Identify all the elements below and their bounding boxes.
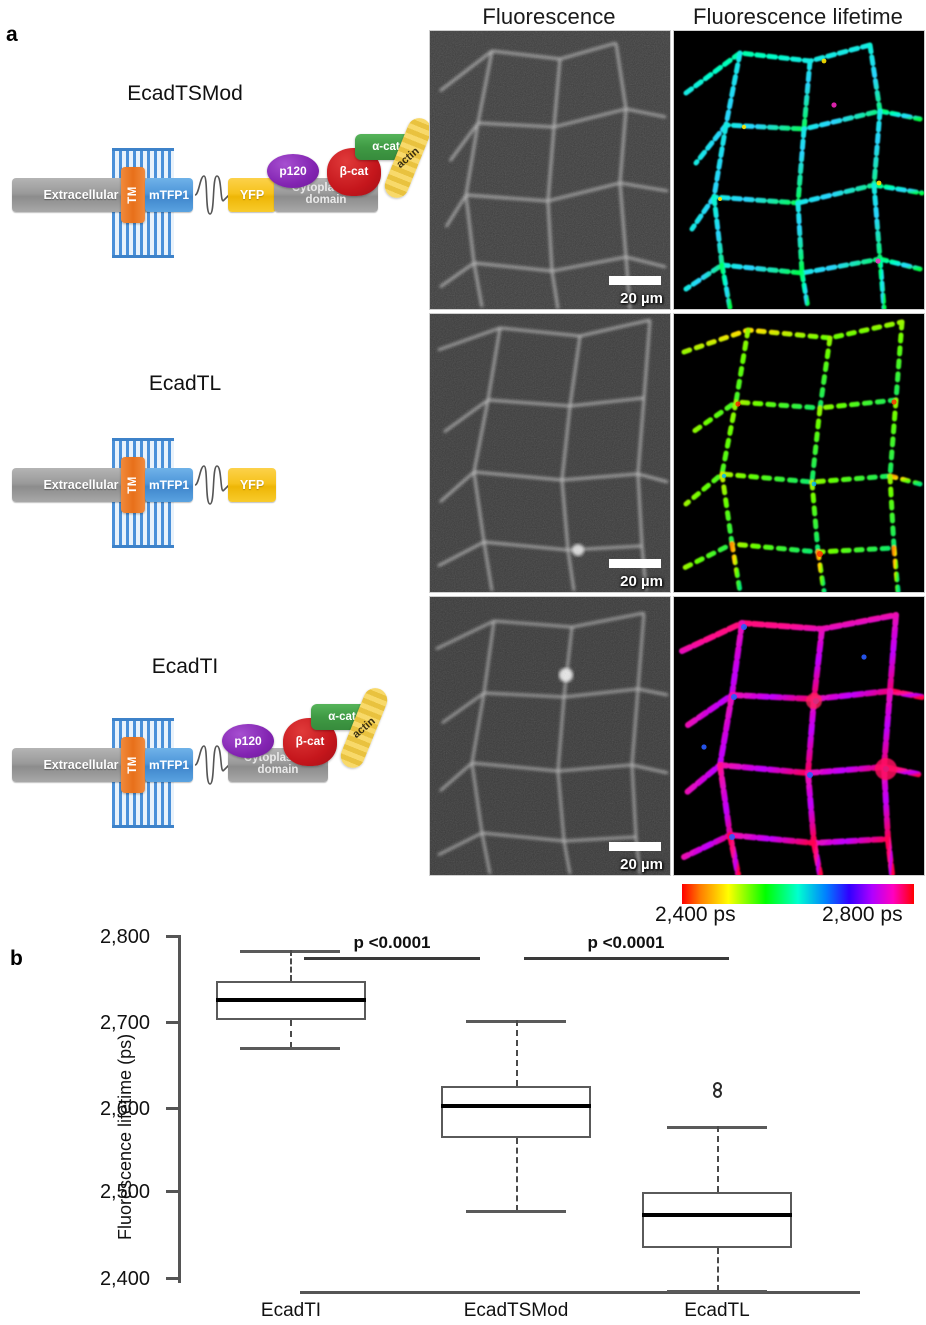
significance-label-1: p <0.0001 <box>353 933 431 952</box>
colorbar-min-label: 2,400 ps <box>655 903 736 926</box>
median-line <box>441 1104 591 1108</box>
y-tick-mark-2700 <box>166 1021 179 1024</box>
mtfp1-label: mTFP1 <box>148 758 189 772</box>
whisker-lower <box>516 1138 518 1211</box>
y-tick-2800: 2,800 <box>99 926 150 948</box>
column-header-fluorescence-lifetime: Fluorescence lifetime <box>693 4 903 29</box>
mtfp1-domain: mTFP1 <box>145 178 193 212</box>
significance-bar-1 <box>304 957 480 960</box>
whisker-cap-lower <box>240 1047 340 1050</box>
fluorescence-image-ecadtl: 20 µm <box>429 313 671 593</box>
whisker-cap-lower <box>667 1290 767 1293</box>
median-line <box>642 1213 792 1217</box>
mtfp1-label: mTFP1 <box>148 478 189 492</box>
linker-spring-icon <box>194 465 230 505</box>
mtfp1-domain: mTFP1 <box>145 748 193 782</box>
y-tick-mark-2400 <box>166 1277 179 1280</box>
linker-spring-icon <box>194 745 230 785</box>
whisker-lower <box>717 1248 719 1291</box>
p120-protein: p120 <box>267 154 319 188</box>
extracellular-label: Extracellular <box>43 758 119 772</box>
column-header-fluorescence: Fluorescence <box>482 4 616 29</box>
beta-cat-label: β-cat <box>339 164 369 178</box>
colorbar-max-label: 2,800 ps <box>822 903 903 926</box>
y-tick-mark-2800 <box>166 935 179 938</box>
tm-label: TM <box>127 756 139 774</box>
mtfp1-domain: mTFP1 <box>145 468 193 502</box>
y-tick-2500: 2,500 <box>99 1181 150 1203</box>
y-tick-mark-2500 <box>166 1190 179 1193</box>
alpha-cat-label: α-cat <box>372 141 400 153</box>
x-tick-ecadtl: EcadTL <box>684 1300 750 1321</box>
whisker-upper <box>717 1126 719 1192</box>
box-iqr <box>441 1086 591 1138</box>
whisker-cap-lower <box>466 1210 566 1213</box>
scale-bar-label: 20 µm <box>620 856 663 873</box>
panel-a: a Fluorescence Fluorescence lifetime Eca… <box>0 4 925 926</box>
scale-bar <box>609 276 661 285</box>
yfp-label: YFP <box>239 478 265 492</box>
y-axis-line <box>178 935 181 1283</box>
yfp-domain: YFP <box>228 468 276 502</box>
y-axis-label: Fluorescence lifetime (ps) <box>115 1033 135 1240</box>
whisker-upper <box>516 1020 518 1086</box>
outlier-point <box>713 1089 722 1098</box>
flim-image-ecadtsmod <box>673 30 925 310</box>
alpha-cat-label: α-cat <box>328 711 356 723</box>
schematic-ecadti: Extracellular TM mTFP1 Cytoplasmic domai… <box>0 684 429 830</box>
transmembrane-domain: TM <box>121 457 145 513</box>
construct-label-ecadti: EcadTI <box>151 655 219 678</box>
schematic-ecadtsmod: Extracellular TM mTFP1 YFP Cytoplasmic d… <box>0 114 435 260</box>
flim-image-ecadti <box>673 596 925 876</box>
extracellular-label: Extracellular <box>43 478 119 492</box>
x-tick-ecadtsmod: EcadTSMod <box>463 1300 569 1321</box>
significance-bar-2 <box>524 957 729 960</box>
panel-b-letter: b <box>10 947 23 970</box>
x-axis-line <box>300 1291 860 1294</box>
schematic-ecadtl: Extracellular TM mTFP1 YFP <box>0 420 429 548</box>
median-line <box>216 998 366 1002</box>
fluorescence-image-ecadtsmod: 20 µm <box>429 30 671 310</box>
yfp-domain: YFP <box>228 178 276 212</box>
transmembrane-domain: TM <box>121 167 145 223</box>
mtfp1-label: mTFP1 <box>148 188 189 202</box>
construct-label-ecadtl: EcadTL <box>148 372 222 395</box>
lipid-membrane <box>112 148 174 258</box>
tm-label: TM <box>127 186 139 204</box>
y-tick-mark-2600 <box>166 1107 179 1110</box>
transmembrane-domain: TM <box>121 737 145 793</box>
yfp-label: YFP <box>239 188 265 202</box>
box-iqr <box>642 1192 792 1248</box>
whisker-lower <box>290 1020 292 1048</box>
construct-label-ecadtsmod: EcadTSMod <box>127 82 243 105</box>
lifetime-colorbar <box>682 884 914 904</box>
whisker-upper <box>290 950 292 981</box>
panel-b: b Fluorescence lifetime (ps) 2,800 2,700… <box>0 926 926 1325</box>
p120-label: p120 <box>234 734 262 748</box>
y-tick-2400: 2,400 <box>99 1268 150 1290</box>
scale-bar-label: 20 µm <box>620 290 663 307</box>
p120-label: p120 <box>279 164 307 178</box>
flim-image-ecadtl <box>673 313 925 593</box>
scale-bar-label: 20 µm <box>620 573 663 590</box>
panel-a-letter: a <box>6 23 18 46</box>
actin-label: actin <box>350 715 378 741</box>
y-tick-2600: 2,600 <box>99 1098 150 1120</box>
y-tick-2700: 2,700 <box>99 1012 150 1034</box>
beta-cat-label: β-cat <box>295 734 325 748</box>
p120-protein: p120 <box>222 724 274 758</box>
extracellular-label: Extracellular <box>43 188 119 202</box>
x-tick-ecadti: EcadTI <box>260 1300 322 1321</box>
linker-spring-icon <box>194 175 230 215</box>
actin-label: actin <box>394 145 422 171</box>
scale-bar <box>609 559 661 568</box>
scale-bar <box>609 842 661 851</box>
significance-label-2: p <0.0001 <box>587 933 665 952</box>
tm-label: TM <box>127 476 139 494</box>
fluorescence-image-ecadti: 20 µm <box>429 596 671 876</box>
